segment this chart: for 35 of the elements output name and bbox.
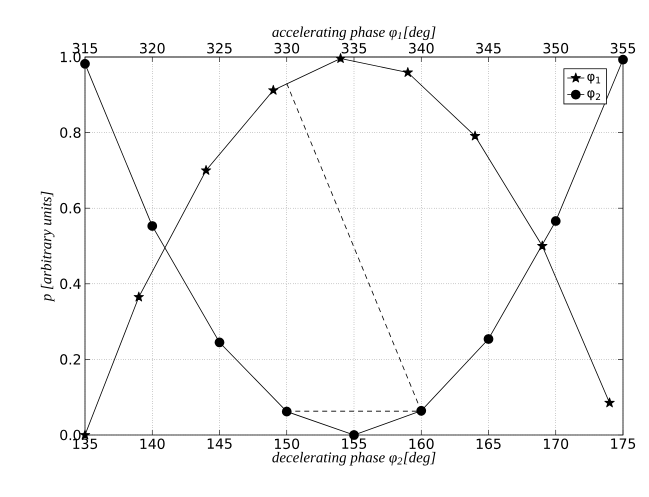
- x2-tick-label: 325: [207, 42, 232, 54]
- point: [282, 406, 292, 416]
- x2-tick-label: 320: [140, 42, 165, 54]
- x-tick-label: 150: [274, 438, 300, 450]
- x-tick-label: 135: [73, 438, 98, 450]
- point: [550, 216, 561, 226]
- x2-axis-title: accelerating phase φ$_{1}$[deg]: [272, 26, 436, 40]
- point: [214, 338, 224, 348]
- y-tick-label: 0.0: [60, 430, 81, 440]
- point: [80, 58, 90, 69]
- x2-tick-label: 345: [476, 42, 501, 54]
- y-tick-label: 0.2: [60, 354, 80, 365]
- x2-tick-label: 340: [409, 42, 434, 54]
- y-tick-label: 0.6: [60, 202, 81, 214]
- x2-tick-label: 335: [342, 42, 366, 54]
- x-tick-label: 175: [611, 438, 636, 449]
- x-tick-label: 170: [544, 438, 568, 450]
- x-tick-label: 165: [476, 438, 501, 450]
- legend-label: φ$_{2}$: [587, 90, 600, 100]
- y-tick-label: 1.0: [60, 52, 81, 62]
- y-tick-label: 0.8: [60, 127, 81, 138]
- y-tick-label: 0.4: [60, 278, 81, 290]
- x-tick-label: 160: [409, 438, 434, 450]
- x-tick-label: 140: [140, 438, 165, 450]
- x-tick-label: 145: [208, 438, 232, 449]
- point: [147, 221, 158, 231]
- y-axis-title: p [arbitrary units]: [40, 191, 54, 302]
- x2-tick-label: 315: [72, 42, 98, 54]
- x2-tick-label: 355: [610, 42, 636, 54]
- point: [416, 406, 426, 416]
- x2-tick-label: 330: [274, 42, 300, 54]
- legend-label: φ$_{1}$: [587, 74, 600, 84]
- x2-tick-label: 350: [544, 42, 568, 54]
- x-axis-title: decelerating phase φ$_{2}$[deg]: [272, 452, 436, 466]
- point: [484, 334, 494, 344]
